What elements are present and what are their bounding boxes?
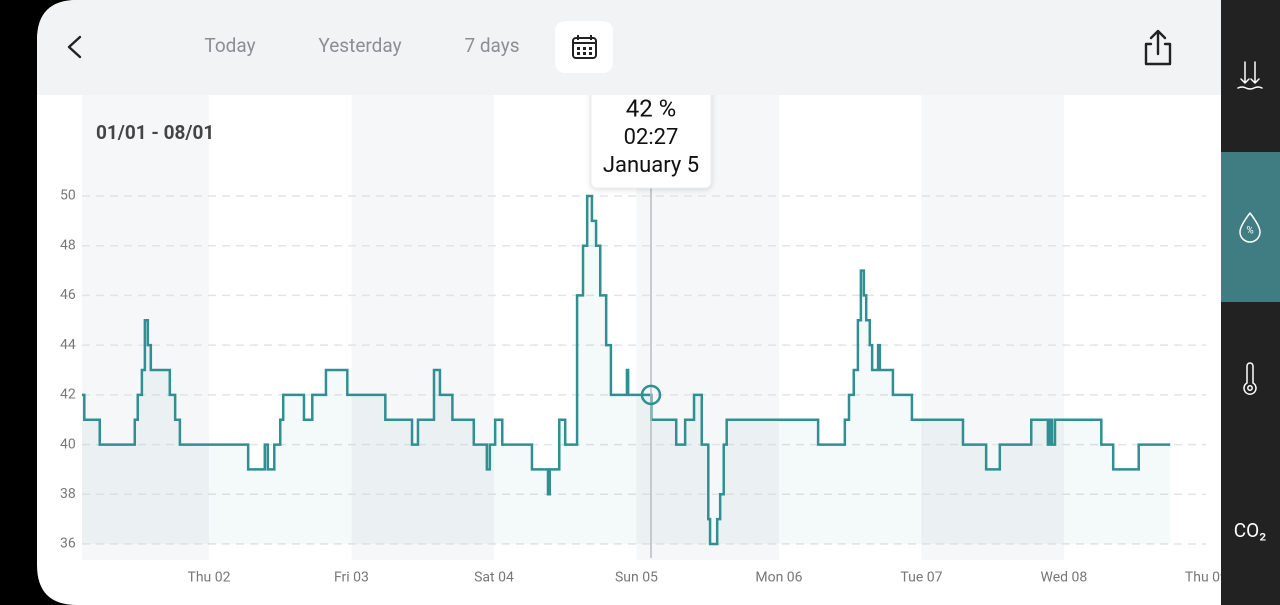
sidebar-bg bbox=[1221, 0, 1280, 605]
data-line bbox=[81, 194, 1171, 546]
x-tick-label: Fri 03 bbox=[334, 570, 369, 586]
tooltip-time: 02:27 bbox=[624, 125, 679, 150]
y-tick-label: 40 bbox=[60, 436, 76, 452]
back-button[interactable] bbox=[67, 35, 82, 59]
cursor-marker bbox=[640, 384, 662, 406]
day-band bbox=[351, 95, 494, 560]
header-bar bbox=[37, 0, 1221, 95]
tab-yesterday[interactable]: Yesterday bbox=[318, 34, 401, 57]
area-fill bbox=[81, 196, 1171, 544]
share-button[interactable] bbox=[1144, 29, 1172, 66]
humidity-icon: % bbox=[1239, 212, 1261, 243]
tab-7-days[interactable]: 7 days bbox=[464, 34, 519, 57]
x-tick-label: Sun 05 bbox=[615, 570, 658, 586]
tooltip-date: January 5 bbox=[603, 153, 699, 178]
co2-button[interactable]: CO₂ bbox=[1234, 519, 1266, 542]
y-tick-label: 42 bbox=[60, 387, 76, 403]
calendar-button[interactable] bbox=[555, 21, 613, 73]
pressure-button[interactable] bbox=[1237, 61, 1263, 90]
sidebar: % CO₂ bbox=[1221, 0, 1280, 605]
y-tick-label: 46 bbox=[60, 287, 76, 303]
day-band bbox=[921, 95, 1064, 560]
x-tick-label: Sat 04 bbox=[474, 570, 514, 586]
y-tick-label: 48 bbox=[60, 237, 76, 253]
humidity-button-active[interactable] bbox=[1221, 152, 1280, 302]
y-tick-label: 44 bbox=[60, 337, 76, 353]
main-panel: 36 38 40 42 44 46 48 50 Thu 02 Fri 03 Sat 04 Sun 05… bbox=[37, 0, 1228, 605]
x-tick-label: Thu 09 bbox=[1185, 570, 1228, 586]
date-range: 01/01 - 08/01 bbox=[96, 121, 214, 144]
temperature-button[interactable] bbox=[1243, 362, 1257, 395]
x-tick-label: Wed 08 bbox=[1041, 570, 1088, 586]
tooltip-value: 42 % bbox=[626, 94, 677, 122]
svg-text:%: % bbox=[1246, 226, 1253, 237]
x-tick-label: Thu 02 bbox=[187, 570, 230, 586]
y-tick-label: 50 bbox=[60, 188, 76, 204]
y-tick-label: 38 bbox=[60, 486, 76, 502]
x-tick-label: Tue 07 bbox=[900, 570, 942, 586]
y-tick-label: 36 bbox=[60, 536, 76, 552]
tab-today[interactable]: Today bbox=[204, 34, 255, 57]
plot-area: 36 38 40 42 44 46 48 50 Thu 02 Fri 03 Sat 04 Sun 05… bbox=[60, 84, 1228, 586]
x-tick-label: Mon 06 bbox=[755, 570, 802, 586]
